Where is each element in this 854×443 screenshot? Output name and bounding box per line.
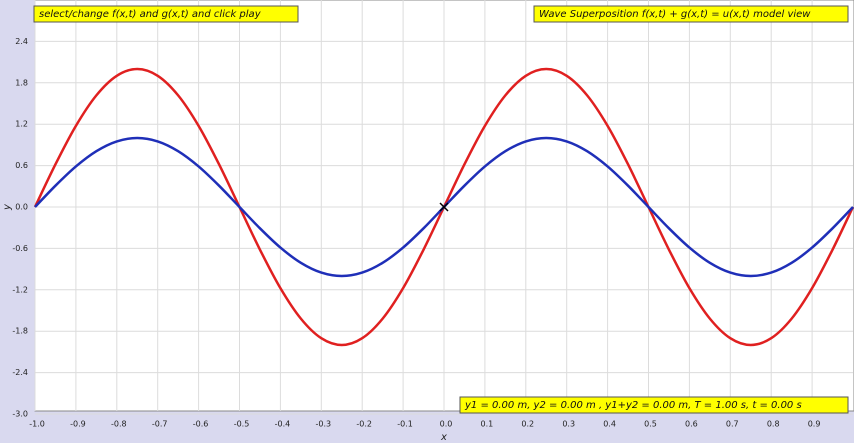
y-axis-label: y (2, 203, 13, 211)
x-tick-label: 0.1 (481, 420, 494, 429)
y-tick-label: -0.6 (12, 244, 28, 253)
note-box (533, 5, 849, 23)
x-tick-label: -0.6 (193, 420, 209, 429)
x-tick-label: -0.4 (275, 420, 291, 429)
x-tick-label: 0.3 (562, 420, 575, 429)
note: y1 = 0.00 m, y2 = 0.00 m , y1+y2 = 0.00 … (464, 400, 802, 411)
x-tick-label: 0.2 (521, 420, 534, 429)
origin-marker (439, 202, 449, 212)
x-tick-label: 0.0 (440, 420, 453, 429)
note-box (33, 5, 299, 23)
y-tick-label: 2.4 (15, 37, 28, 46)
y-tick-label: 0.6 (15, 161, 28, 170)
y-tick-label: 1.2 (15, 120, 28, 129)
x-axis-label: x (440, 432, 447, 443)
y-tick-label: 0.0 (15, 203, 28, 212)
y-tick-label: -3.0 (12, 410, 28, 419)
x-tick-label: 0.4 (603, 420, 616, 429)
x-tick-label: -0.1 (397, 420, 413, 429)
x-tick-label: 0.7 (726, 420, 739, 429)
y-tick-label: 1.8 (15, 78, 28, 87)
note-box (459, 396, 849, 414)
note: select/change f(x,t) and g(x,t) and clic… (39, 9, 262, 20)
y-tick-label: -1.8 (12, 327, 28, 336)
x-tick-label: -0.2 (356, 420, 372, 429)
x-tick-label: -0.9 (70, 420, 86, 429)
x-tick-label: 0.5 (644, 420, 657, 429)
y-tick-label: -2.4 (12, 368, 28, 377)
x-tick-label: 0.6 (685, 420, 698, 429)
x-tick-label: -1.0 (29, 420, 45, 429)
y-tick-label: -1.2 (12, 285, 28, 294)
x-tick-label: 0.9 (808, 420, 821, 429)
x-tick-label: -0.7 (152, 420, 168, 429)
x-tick-label: -0.8 (111, 420, 127, 429)
note: Wave Superposition f(x,t) + g(x,t) = u(x… (539, 9, 811, 20)
x-tick-label: 0.8 (767, 420, 780, 429)
x-tick-label: -0.5 (234, 420, 250, 429)
x-tick-label: -0.3 (315, 420, 331, 429)
